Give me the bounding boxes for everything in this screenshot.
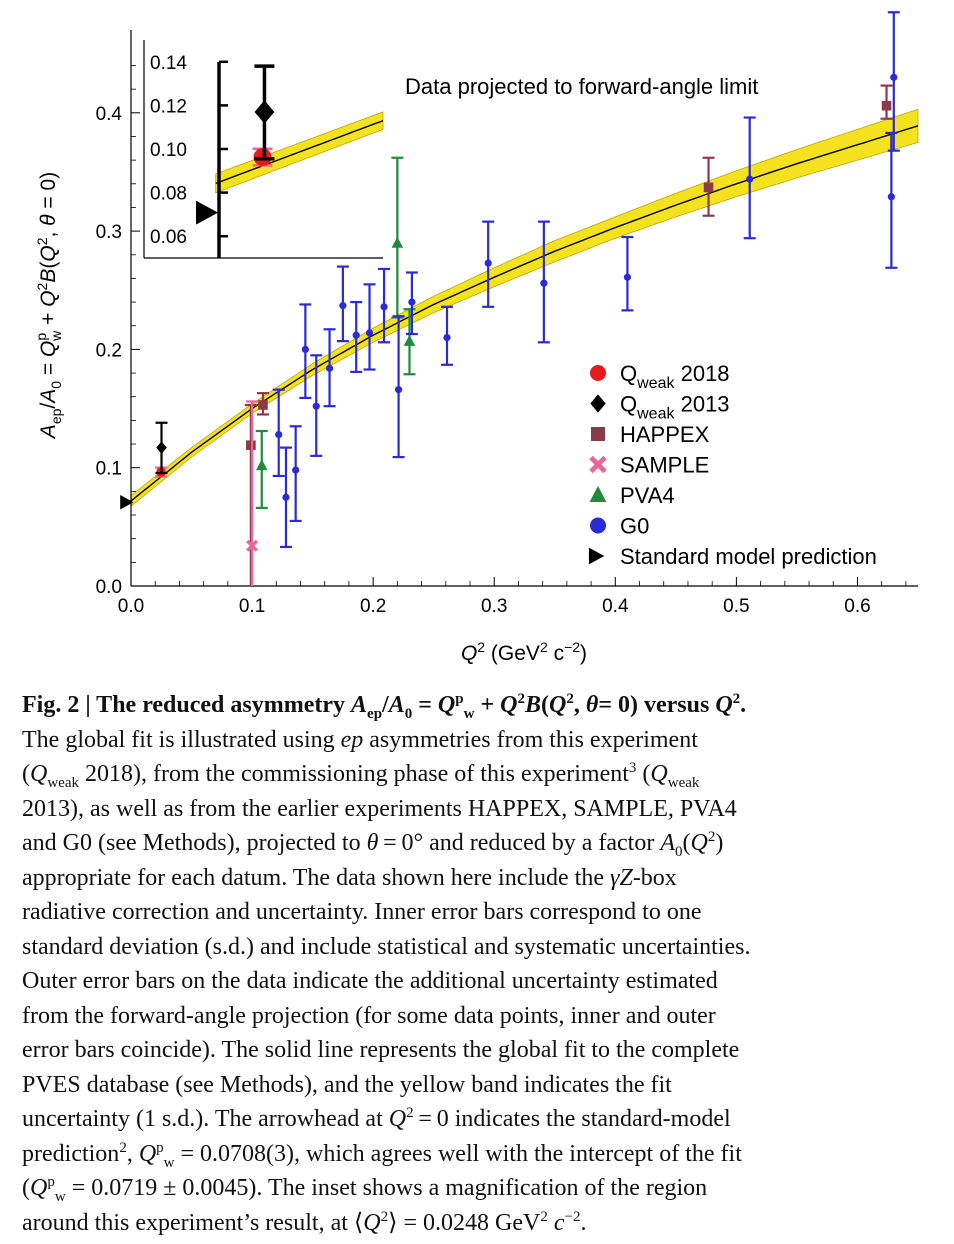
y-tick-label: 0.1 (96, 459, 122, 480)
data-point (484, 259, 492, 267)
data-point (282, 493, 290, 501)
x-tick-label: 0.5 (723, 596, 749, 617)
data-point (301, 345, 309, 354)
data-point (443, 333, 451, 342)
legend-marker (590, 517, 606, 534)
x-tick-label: 0.2 (360, 596, 386, 617)
data-point (312, 402, 320, 410)
main-plot: 0.0 0.1 0.2 0.3 0.4 0.5 0.6 0.0 0.1 0.2 0.3 0.4 (96, 11, 919, 617)
x-axis-label: Q2 (GeV2 c−2) (461, 639, 587, 665)
chart-annotation: Data projected to forward-angle limit (405, 74, 758, 99)
caption-line: PVES database (see Methods), and the yel… (22, 1071, 672, 1098)
legend-marker (589, 455, 607, 474)
inset-data-point (254, 100, 275, 124)
caption-line: Fig. 2 | The reduced asymmetry Aep/A0 = … (22, 691, 747, 722)
legend-label: HAPPEX (620, 422, 710, 447)
data-point (540, 279, 548, 287)
data-point (246, 539, 259, 552)
data-point (339, 302, 347, 310)
data-point (292, 466, 300, 474)
legend-label: Qweak 2018 (620, 361, 730, 392)
data-point (325, 364, 334, 372)
caption-line: radiative correction and uncertainty. In… (22, 899, 702, 925)
caption-line: 2013), as well as from the earlier exper… (22, 795, 737, 822)
legend-marker (588, 547, 605, 565)
legend-marker (590, 365, 606, 381)
data-point (258, 400, 268, 410)
data-point (352, 331, 360, 339)
data-point (246, 440, 256, 451)
caption-line: (Qpw = 0.0719 ± 0.0045). The inset shows… (22, 1174, 708, 1205)
x-tick-label: 0.1 (239, 596, 265, 617)
data-point (887, 193, 895, 201)
caption-line: standard deviation (s.d.) and include st… (22, 933, 751, 960)
y-tick-label: 0.4 (96, 104, 123, 125)
inset-y-tick-label: 0.12 (150, 96, 187, 117)
x-tick-label: 0.6 (844, 596, 870, 617)
figure-caption: Fig. 2 | The reduced asymmetry Aep/A0 = … (22, 688, 934, 1240)
legend-label: Qweak 2013 (620, 392, 730, 423)
caption-line: (Qweak 2018), from the commissioning pha… (22, 760, 700, 791)
data-point (746, 175, 754, 183)
x-tick-label: 0.0 (118, 596, 144, 617)
x-tick-label: 0.3 (481, 596, 507, 617)
data-point (120, 495, 134, 510)
data-point (365, 329, 374, 337)
data-point (391, 236, 404, 248)
data-point (890, 73, 898, 81)
caption-line: from the forward-angle projection (for s… (22, 1002, 716, 1029)
legend-label: G0 (620, 514, 649, 539)
inset-plot: 0.14 0.12 0.10 0.08 0.06 (143, 40, 384, 259)
inset-y-tick-label: 0.10 (150, 140, 187, 161)
caption-line: around this experiment’s result, at ⟨Q2⟩… (22, 1208, 587, 1236)
data-point (275, 430, 283, 439)
legend-label: SAMPLE (620, 453, 709, 478)
caption-line: prediction2, Qpw = 0.0708(3), which agre… (22, 1139, 742, 1171)
y-tick-label: 0.2 (96, 340, 122, 361)
inset-data-point (196, 200, 218, 225)
caption-line: error bars coincide). The solid line rep… (22, 1037, 740, 1063)
legend-marker (589, 485, 607, 502)
inset-fit-line (215, 120, 384, 185)
caption-line: The global fit is illustrated using ep a… (22, 726, 698, 753)
data-point (394, 386, 403, 394)
data-point (256, 459, 268, 471)
legend-label: PVA4 (620, 483, 675, 508)
caption-line: and G0 (see Methods), projected to θ = 0… (22, 829, 724, 860)
data-point (403, 334, 416, 346)
legend-marker (590, 394, 606, 413)
inset-y-tick-label: 0.08 (150, 184, 187, 205)
data-point (380, 303, 388, 311)
data-point (623, 273, 632, 281)
legend-marker (591, 427, 605, 441)
x-tick-label: 0.4 (602, 596, 629, 617)
y-axis-label: Aep/A0 = Qpw + Q2B(Q2, θ = 0) (33, 172, 64, 440)
data-point (408, 298, 416, 306)
chart: 0.0 0.1 0.2 0.3 0.4 0.5 0.6 0.0 0.1 0.2 0.3 0.4 0.1… (33, 11, 919, 665)
caption-line: uncertainty (1 s.d.). The arrowhead at Q… (22, 1105, 731, 1133)
data-point (703, 182, 714, 193)
data-point (881, 100, 892, 111)
caption-line: appropriate for each datum. The data sho… (22, 864, 677, 891)
legend-label: Standard model prediction (620, 544, 877, 569)
y-tick-label: 0.3 (96, 222, 122, 243)
data-point (156, 441, 167, 454)
inset-y-tick-label: 0.14 (150, 53, 187, 74)
inset-y-tick-label: 0.06 (150, 227, 187, 248)
caption-line: Outer error bars on the data indicate th… (22, 968, 718, 994)
y-tick-label: 0.0 (96, 577, 122, 598)
